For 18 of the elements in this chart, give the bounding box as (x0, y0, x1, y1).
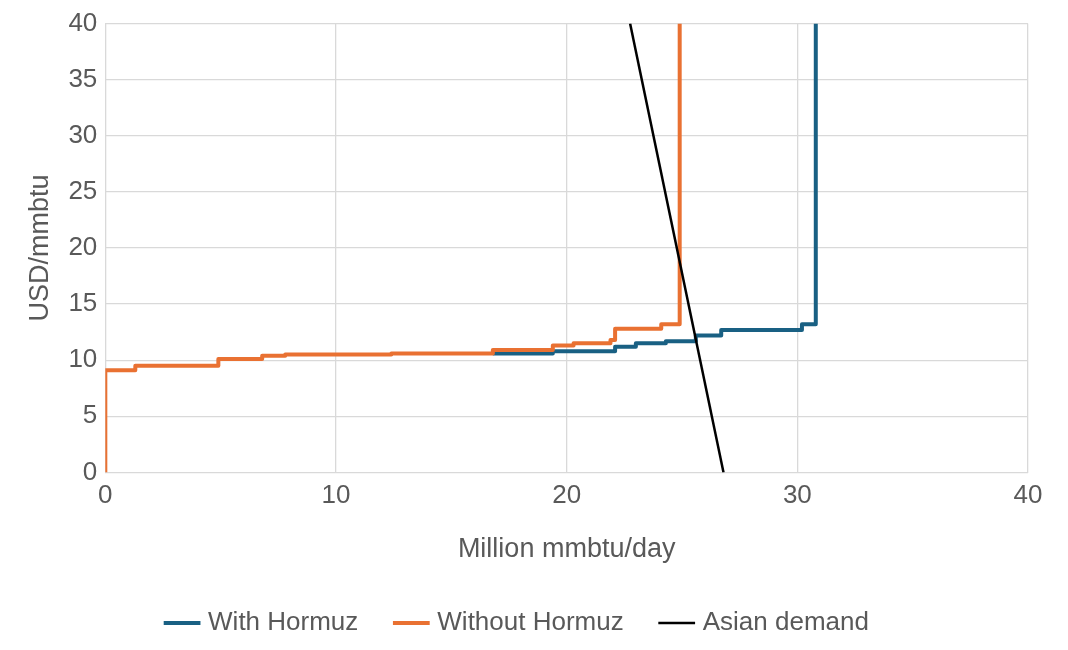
y-tick-label: 15 (68, 287, 98, 318)
x-tick-label: 40 (1013, 479, 1043, 510)
x-tick-label: 20 (552, 479, 582, 510)
y-tick-label: 30 (68, 118, 98, 149)
legend-label: With Hormuz (208, 606, 359, 637)
y-tick-label: 35 (68, 62, 98, 93)
x-axis-title: Million mmbtu/day (457, 533, 676, 564)
y-tick-label: 20 (68, 231, 98, 262)
y-tick-label: 40 (68, 6, 98, 37)
legend-label: Without Hormuz (437, 606, 624, 637)
x-tick-label: 10 (321, 479, 351, 510)
y-tick-label: 10 (68, 343, 98, 374)
y-tick-label: 5 (82, 399, 98, 430)
y-tick-label: 0 (82, 455, 98, 486)
y-tick-label: 25 (68, 175, 98, 206)
x-tick-label: 30 (782, 479, 812, 510)
legend-label: Asian demand (702, 606, 869, 637)
y-axis-title: USD/mmbtu (23, 174, 54, 322)
